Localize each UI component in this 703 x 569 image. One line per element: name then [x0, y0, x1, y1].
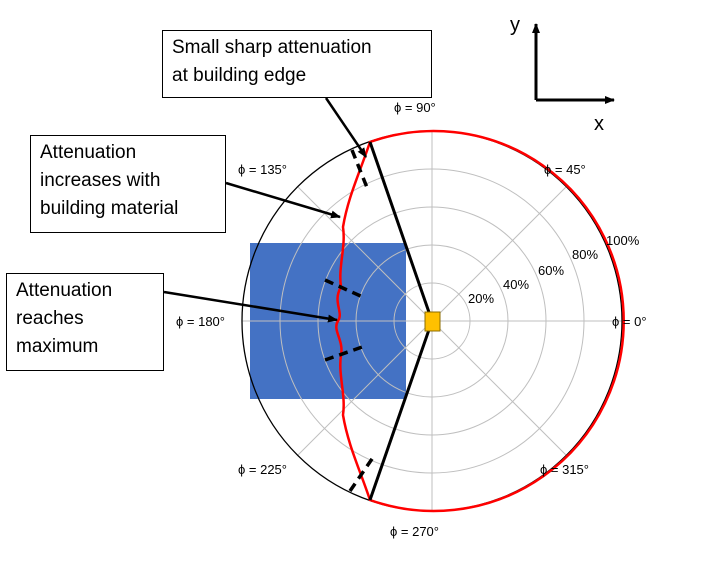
annotation-edge-line-1: Small sharp attenuation: [172, 37, 372, 58]
annotation-material-attenuation: Attenuation increases with building mate…: [30, 135, 226, 233]
radial-label-40: 40%: [503, 277, 529, 292]
annotation-edge-attenuation: Small sharp attenuation at building edge: [162, 30, 432, 98]
dashed-marker-bottom-edge: [348, 455, 376, 492]
annotation-maximum-line-1: Attenuation: [16, 280, 113, 301]
annotation-maximum-attenuation: Attenuation reaches maximum: [6, 273, 164, 371]
arrow-material-annotation: [225, 181, 341, 219]
annotation-arrows: [163, 97, 368, 323]
annotation-maximum-line-2: reaches: [16, 308, 84, 329]
angle-label-315: ϕ = 315°: [540, 462, 589, 477]
axes-indicator: [532, 23, 615, 104]
dashed-marker-lower-mid: [324, 344, 366, 362]
dashed-marker-upper-mid: [324, 278, 366, 300]
angle-label-0: ϕ = 0°: [612, 314, 647, 329]
dashed-markers: [324, 149, 376, 492]
x-axis-label: x: [594, 113, 604, 135]
annotation-material-line-1: Attenuation: [40, 142, 137, 163]
radial-label-20: 20%: [468, 291, 494, 306]
angle-label-45: ϕ = 45°: [544, 162, 586, 177]
radial-label-100: 100%: [606, 233, 640, 248]
angle-label-135: ϕ = 135°: [238, 162, 287, 177]
annotation-maximum-line-3: maximum: [16, 336, 99, 357]
annotation-material-line-3: building material: [40, 198, 179, 219]
annotation-edge-line-2: at building edge: [172, 65, 307, 86]
annotation-material-line-2: increases with: [40, 170, 161, 191]
arrow-maximum-annotation: [163, 290, 338, 323]
radial-label-80: 80%: [572, 247, 598, 262]
source-marker: [424, 311, 441, 332]
y-axis-label: y: [510, 14, 520, 36]
angle-label-270: ϕ = 270°: [390, 524, 439, 539]
angle-label-180: ϕ = 180°: [176, 314, 225, 329]
radial-label-60: 60%: [538, 263, 564, 278]
angle-label-225: ϕ = 225°: [238, 462, 287, 477]
arrow-edge-annotation: [324, 97, 368, 158]
dashed-marker-top-edge: [350, 149, 370, 191]
angle-label-90: ϕ = 90°: [394, 100, 436, 115]
